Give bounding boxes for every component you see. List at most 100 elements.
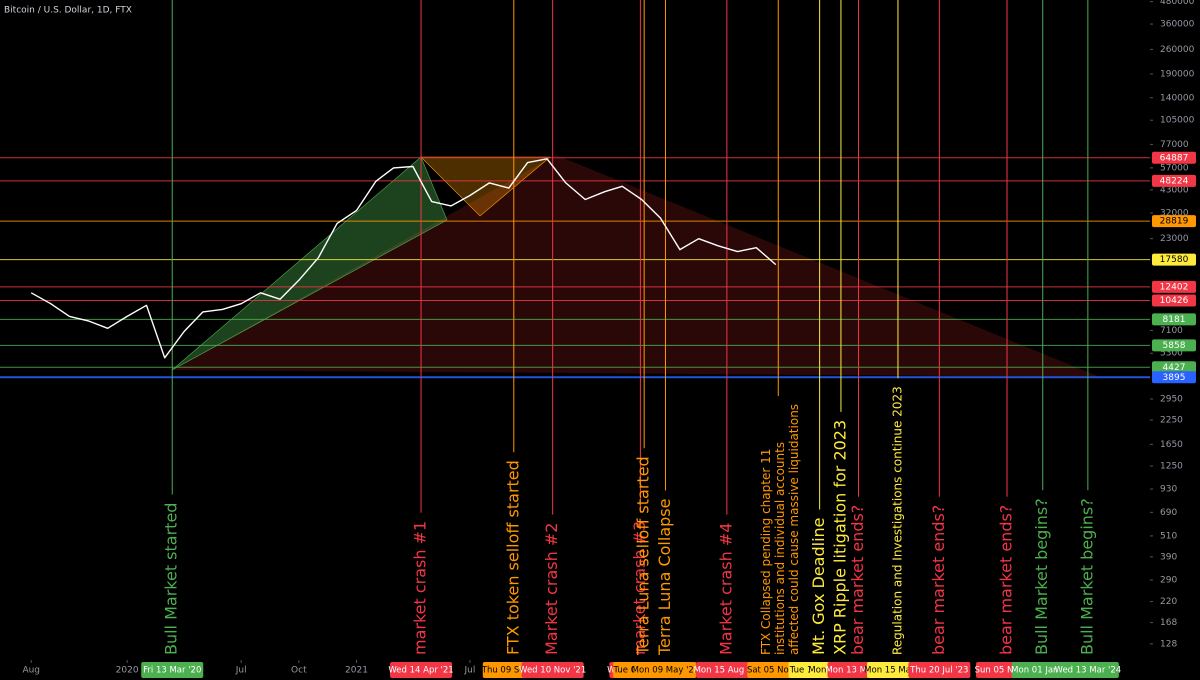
y-tick-label: 43000 [1160,185,1189,195]
event-annotation: bear market ends? [997,505,1016,655]
y-tick-label: 220 [1160,597,1177,607]
drawings [171,155,1100,377]
y-tick-label: 190000 [1160,69,1195,79]
level-tag [1152,339,1196,352]
level-tag [1152,151,1196,164]
date-tag-label: Sat 05 Nov '22 [747,666,810,676]
event-annotation: market crash #3 [630,521,649,655]
y-tick-label: 1650 [1160,440,1183,450]
event-annotation: bear market ends? [929,505,948,655]
y-tick-label: 7100 [1160,326,1183,336]
date-tag-label: Wed 14 Apr '21 [388,666,453,676]
level-tag-label: 64887 [1160,153,1189,163]
y-tick-label: 5300 [1160,349,1183,359]
y-tick-label: 390 [1160,552,1177,562]
date-tag-label: Mon 13 Mar '23 [825,666,891,676]
level-tag [1152,253,1196,266]
date-tag-label: Wed 13 Mar '24 [1055,666,1122,676]
date-tag-label: Fri 13 Mar '20 [143,666,201,676]
x-tick-label: Jul [463,666,475,676]
event-annotation: bear market ends? [848,505,867,655]
level-tag [1152,280,1196,293]
level-tag-label: 5858 [1163,341,1186,351]
level-tag-label: 3895 [1163,373,1186,383]
levels [0,157,1150,379]
date-tag-label: Mon 01 Jan '24 [1011,666,1074,676]
level-tag-label: 28819 [1160,217,1189,227]
y-tick-label: 510 [1160,531,1177,541]
event-annotation: Terra Luna Collapse [655,499,674,656]
y-tick-label: 360000 [1160,20,1195,30]
event-annotation: market crash #1 [411,521,430,655]
date-tag-label: Mon 09 May '22 [632,666,700,676]
y-tick-label: 140000 [1160,93,1195,103]
y-tick-label: 260000 [1160,45,1195,55]
y-tick-label: 2950 [1160,394,1183,404]
date-tag [141,662,204,678]
x-tick-label: 2020 [116,666,139,676]
event-annotation: affected could cause massive liquidation… [787,404,801,655]
y-tick-label: 1250 [1160,461,1183,471]
level-tag-label: 12402 [1160,282,1189,292]
date-tag-label: Thu 09 Sep '21 [481,666,546,676]
level-tag-label: 48224 [1160,176,1189,186]
date-tag-label: Mon 15 Aug '22 [694,666,761,676]
event-annotation: FTX token selloff started [503,460,522,655]
tags: 64887 48224 28819 17580 12402 10426 8181 5858 44… [141,151,1196,678]
level-tag [1152,361,1196,374]
date-tag [1056,662,1119,678]
y-tick-label: 2250 [1160,416,1183,426]
level-tag [1152,313,1196,326]
y-tick-label: 168 [1160,618,1177,628]
orange-triangle [420,156,551,217]
x-tick-label: Jul [235,666,247,676]
x-tick-label: Oct [291,666,307,676]
date-tag-label: Thu 20 Jul '23 [909,666,968,676]
y-tick-label: 57000 [1160,163,1189,173]
date-tag [695,662,758,678]
level-tag [1152,215,1196,228]
y-tick-label: 290 [1160,575,1177,585]
event-annotation: Market crash #2 [542,523,561,655]
level-tag [1152,174,1196,187]
events: Bull Market started market crash #1 FTX to… [162,0,1096,656]
event-annotation: Terra Luna selloff started [634,456,653,656]
date-tag [634,662,697,678]
date-tag-label: Wed 10 Nov '21 [519,666,586,676]
event-annotation: institutions and individual accounts [773,442,787,655]
date-tag [521,662,584,678]
y-axis-panel [1150,0,1200,660]
event-annotation: FTX Collapsed pending chapter 11 [759,449,773,655]
event-annotation: XRP Ripple litigation for 2023 [830,420,849,655]
y-tick-label: 480000 [1160,0,1195,7]
y-tick-label: 32000 [1160,208,1189,218]
event-annotation: Regulation and Investigations continue 2… [890,386,904,655]
axes: 480000 360000 260000 190000 140000 105000 7700… [22,0,1194,676]
level-tag-label: 10426 [1160,296,1189,306]
event-annotation: Market crash #4 [716,523,735,655]
x-tick-label: 2021 [345,666,368,676]
price [30,158,777,359]
chart-title: Bitcoin / U.S. Dollar, 1D, FTX [4,6,132,16]
y-tick-label: 77000 [1160,140,1189,150]
event-annotation: Bull Market started [162,503,181,655]
level-tag-label: 4427 [1163,363,1186,373]
level-tag-label: 17580 [1160,255,1189,265]
date-tag-label: Mon 15 May '23 [864,666,932,676]
event-annotation: Mt. Gox Deadline [809,518,828,656]
date-tag [908,662,971,678]
y-tick-label: 690 [1160,508,1177,518]
y-tick-label: 23000 [1160,234,1189,244]
x-tick-label: Aug [22,666,40,676]
date-tag [390,662,453,678]
level-tag [1152,371,1196,384]
event-annotation: Bull Market begins? [1032,498,1051,655]
level-tag [1152,294,1196,307]
red-triangle [172,155,1100,377]
price-line [30,158,777,359]
level-tag-label: 8181 [1163,315,1186,325]
event-annotation: Bull Market begins? [1077,498,1096,655]
date-tag-label: Sun 05 Nov '23 [975,666,1040,676]
